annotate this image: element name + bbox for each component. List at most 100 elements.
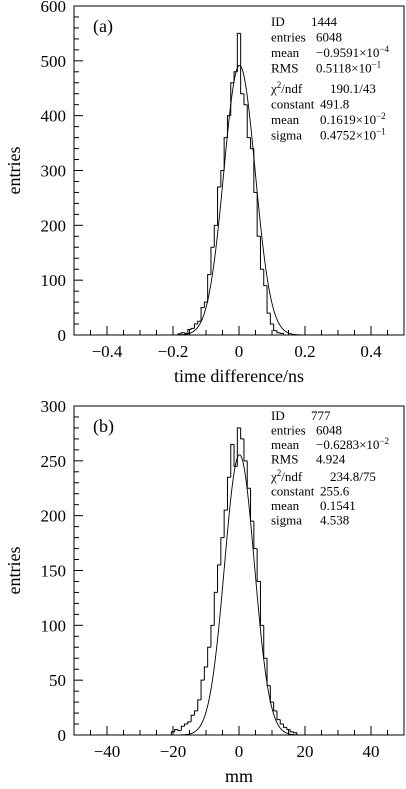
stats-value: 190.1/43 bbox=[330, 81, 376, 96]
stats-name: constant bbox=[271, 484, 315, 499]
histogram-bin bbox=[200, 307, 205, 322]
y-axis-a: 0 100 200 300 400 500 600 bbox=[41, 0, 83, 345]
y-tick-label: 400 bbox=[41, 107, 67, 126]
x-tick-label: −0.4 bbox=[92, 342, 123, 361]
histogram-bin bbox=[250, 488, 254, 522]
histogram-bin bbox=[263, 269, 268, 287]
histogram-bin bbox=[217, 186, 221, 226]
x-axis-title-a: time difference/ns bbox=[174, 366, 304, 386]
histogram-bin bbox=[170, 731, 175, 735]
stats-name: χ2/ndf bbox=[270, 468, 303, 484]
histogram-bin bbox=[200, 679, 205, 700]
stats-name: entries bbox=[271, 423, 306, 438]
histogram-bin bbox=[174, 729, 178, 732]
histogram-bin bbox=[197, 320, 202, 325]
stats-name: RMS bbox=[271, 61, 298, 76]
histogram-bin bbox=[193, 710, 198, 716]
histogram-bin bbox=[233, 444, 238, 467]
y-tick-label: 600 bbox=[41, 0, 67, 16]
x-tick-label: −40 bbox=[94, 742, 121, 761]
stats-value: 0.5118×10−1 bbox=[316, 60, 381, 76]
stats-value: −0.6283×10−2 bbox=[316, 436, 389, 452]
histogram-bin bbox=[256, 192, 261, 237]
y-axis-title-b: entries bbox=[4, 547, 24, 595]
y-tick-label: 0 bbox=[58, 326, 67, 345]
histogram-bin bbox=[193, 323, 198, 329]
histogram-bin bbox=[220, 537, 225, 566]
stats-box-b: ID 777 entries 6048 mean −0.6283×10−2 RMS 4.924… bbox=[270, 408, 389, 528]
x-tick-label: 40 bbox=[363, 742, 380, 761]
histogram-bin bbox=[187, 721, 192, 725]
x-axis-b: −40 −20 0 20 40 bbox=[73, 726, 405, 761]
stats-value: 6048 bbox=[316, 30, 342, 45]
y-tick-label: 100 bbox=[41, 271, 67, 290]
histogram-bin bbox=[259, 581, 264, 626]
stats-value: 1444 bbox=[311, 14, 338, 29]
x-tick-label: −0.2 bbox=[158, 342, 189, 361]
histogram-bin bbox=[243, 93, 248, 106]
stats-name: entries bbox=[271, 30, 306, 45]
histogram-bin bbox=[236, 32, 241, 72]
stats-box-a: ID 1444 entries 6048 mean −0.9591×10−4 RMS 0.51… bbox=[270, 14, 389, 143]
stats-value: 255.6 bbox=[320, 484, 350, 499]
panel-label-a: (a) bbox=[93, 16, 113, 37]
stats-value: 234.8/75 bbox=[330, 469, 376, 484]
x-axis-title-b: mm bbox=[225, 766, 253, 786]
panel-b: −40 −20 0 20 40 0 50 100 150 200 250 300 (b) mm en… bbox=[4, 397, 405, 786]
histogram-bin bbox=[256, 548, 261, 582]
histogram-bin bbox=[240, 427, 244, 440]
y-tick-label: 250 bbox=[41, 452, 67, 471]
histogram-bin bbox=[246, 104, 251, 139]
stats-value: 0.1541 bbox=[320, 498, 356, 513]
histogram-bin bbox=[223, 137, 228, 171]
histogram-bin bbox=[184, 723, 188, 727]
stats-name: sigma bbox=[271, 513, 302, 528]
stats-name: χ2/ndf bbox=[270, 80, 303, 96]
stats-value: 0.1619×10−2 bbox=[320, 111, 386, 127]
y-tick-label: 100 bbox=[41, 616, 67, 635]
stats-name: RMS bbox=[271, 452, 298, 467]
y-tick-label: 200 bbox=[41, 507, 67, 526]
y-tick-label: 150 bbox=[41, 562, 67, 581]
stats-name: mean bbox=[271, 437, 300, 452]
stats-name: mean bbox=[271, 498, 300, 513]
histogram-bin bbox=[253, 148, 258, 193]
histogram-bin bbox=[240, 33, 244, 95]
histogram-bin bbox=[266, 658, 271, 687]
histogram-bin bbox=[253, 521, 258, 550]
histogram-bin bbox=[197, 699, 202, 711]
x-tick-label: 0.4 bbox=[360, 342, 382, 361]
histogram-bin bbox=[266, 285, 271, 314]
histogram-a bbox=[177, 32, 285, 335]
y-tick-label: 500 bbox=[41, 52, 67, 71]
histogram-bin bbox=[203, 301, 208, 308]
y-tick-label: 0 bbox=[58, 726, 67, 745]
histogram-bin bbox=[223, 509, 228, 538]
histogram-bin bbox=[180, 725, 185, 731]
stats-name: mean bbox=[271, 45, 300, 60]
x-axis-a: −0.4 −0.2 0 0.2 0.4 bbox=[73, 326, 405, 361]
histogram-bin bbox=[217, 564, 221, 593]
y-axis-title-a: entries bbox=[4, 147, 24, 195]
histogram-bin bbox=[184, 332, 188, 334]
y-tick-label: 300 bbox=[41, 162, 67, 181]
y-tick-label: 50 bbox=[49, 671, 66, 690]
x-tick-label: 0.2 bbox=[294, 342, 315, 361]
x-tick-label: −20 bbox=[160, 742, 187, 761]
y-tick-label: 300 bbox=[41, 397, 67, 416]
stats-value: 777 bbox=[311, 408, 331, 423]
stats-name: ID bbox=[271, 14, 285, 29]
panel-label-b: (b) bbox=[93, 416, 114, 437]
histogram-bin bbox=[279, 332, 285, 335]
histogram-bin bbox=[269, 685, 274, 703]
histogram-bin bbox=[236, 427, 241, 467]
x-tick-label: 0 bbox=[235, 742, 244, 761]
histogram-bin bbox=[220, 170, 225, 187]
histogram-bin bbox=[203, 666, 208, 681]
histogram-bin bbox=[279, 719, 284, 725]
stats-value: 6048 bbox=[316, 423, 342, 438]
histogram-bin bbox=[286, 727, 291, 731]
histogram-bin bbox=[190, 714, 195, 722]
histogram-bin bbox=[246, 460, 251, 489]
